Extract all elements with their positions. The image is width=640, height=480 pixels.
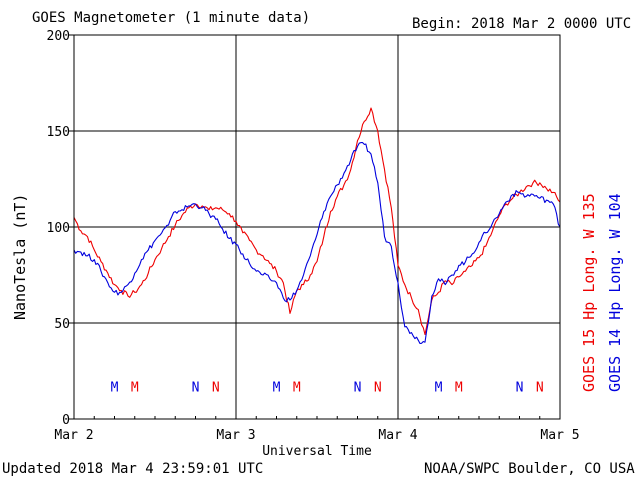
marker-m: M <box>131 380 139 395</box>
begin-time: Begin: 2018 Mar 2 0000 UTC <box>412 16 632 32</box>
marker-m: M <box>455 380 463 395</box>
marker-n: N <box>374 380 382 395</box>
legend-goes14: GOES 14 Hp Long. W 104 <box>606 193 624 392</box>
tick-label-y: 200 <box>47 29 70 44</box>
tick-label-x: Mar 5 <box>540 428 579 443</box>
marker-n: N <box>536 380 544 395</box>
tick-label-y: 0 <box>62 413 70 428</box>
series-line-goes14 <box>73 142 561 344</box>
y-axis-label: NanoTesla (nT) <box>11 193 29 320</box>
tick-label-y: 100 <box>47 221 70 236</box>
tick-label-x: Mar 3 <box>216 428 255 443</box>
legend-goes15: GOES 15 Hp Long. W 135 <box>580 193 598 392</box>
marker-m: M <box>293 380 301 395</box>
marker-m: M <box>435 380 443 395</box>
chart-title: GOES Magnetometer (1 minute data) <box>32 10 311 26</box>
marker-m: M <box>273 380 281 395</box>
updated-time: Updated 2018 Mar 4 23:59:01 UTC <box>2 461 264 477</box>
tick-label-y: 50 <box>54 317 70 332</box>
marker-n: N <box>516 380 524 395</box>
series-lines <box>73 107 561 344</box>
tick-label-x: Mar 4 <box>378 428 417 443</box>
credit: NOAA/SWPC Boulder, CO USA <box>424 461 635 477</box>
grid-lines <box>74 35 560 419</box>
marker-m: M <box>111 380 119 395</box>
axis-ticks: 0 50 100 150 200 Mar 2 Mar 3 Mar 4 Mar 5 <box>47 29 580 443</box>
series-line-goes15 <box>73 107 561 336</box>
tick-label-y: 150 <box>47 125 70 140</box>
tick-label-x: Mar 2 <box>54 428 93 443</box>
marker-n: N <box>212 380 220 395</box>
x-axis-label: Universal Time <box>262 444 372 459</box>
marker-n: N <box>354 380 362 395</box>
marker-n: N <box>192 380 200 395</box>
